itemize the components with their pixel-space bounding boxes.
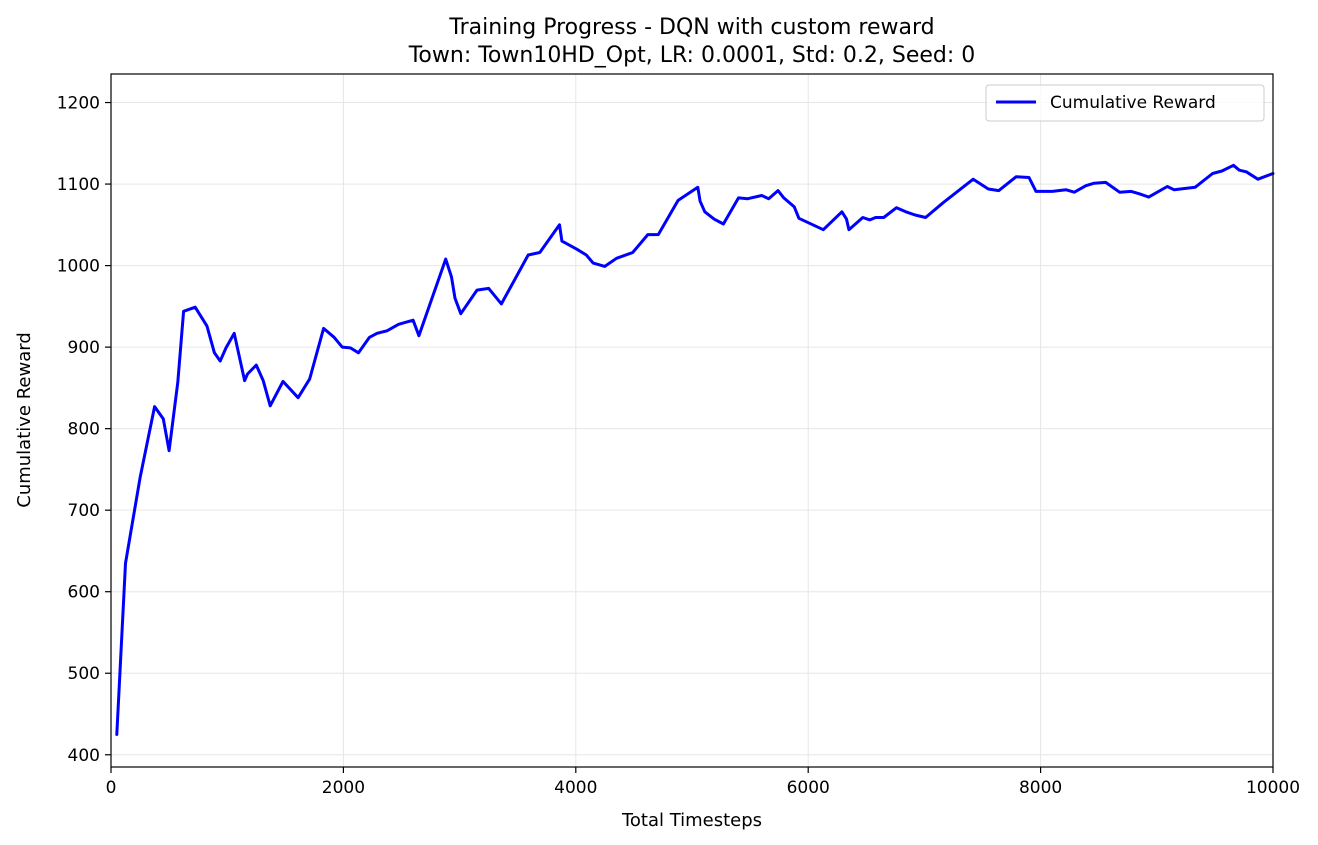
x-tick-label: 4000 <box>554 778 597 798</box>
x-tick-label: 10000 <box>1246 778 1300 798</box>
chart-subtitle: Town: Town10HD_Opt, LR: 0.0001, Std: 0.2… <box>408 43 976 68</box>
y-tick-label: 400 <box>68 746 100 766</box>
y-tick-label: 1000 <box>57 257 100 277</box>
x-tick-label: 0 <box>106 778 117 798</box>
legend-box <box>985 84 1265 122</box>
x-tick-label: 6000 <box>787 778 830 798</box>
y-tick-label: 500 <box>68 664 100 684</box>
y-tick-label: 600 <box>68 583 100 603</box>
y-tick-label: 700 <box>68 501 100 521</box>
grid-lines <box>110 74 1274 767</box>
plot-area <box>115 163 1275 736</box>
plot-frame <box>110 73 1274 768</box>
y-axis-label: Cumulative Reward <box>14 332 35 508</box>
axes: 0 2000 4000 6000 8000 10000 400 500 600 700 800 900… <box>57 73 1300 798</box>
x-axis-label: Total Timesteps <box>621 810 762 831</box>
legend: Cumulative Reward <box>985 84 1265 122</box>
y-tick-label: 1100 <box>57 175 100 195</box>
x-tick-label: 8000 <box>1019 778 1062 798</box>
x-tick-label: 2000 <box>322 778 365 798</box>
y-tick-label: 1200 <box>57 94 100 114</box>
chart-title: Training Progress - DQN with custom rewa… <box>448 15 934 40</box>
series-line-cumulative-reward <box>115 163 1275 736</box>
legend-label-cumulative-reward: Cumulative Reward <box>1050 93 1216 113</box>
y-tick-label: 800 <box>68 420 100 440</box>
y-tick-label: 900 <box>68 338 100 358</box>
